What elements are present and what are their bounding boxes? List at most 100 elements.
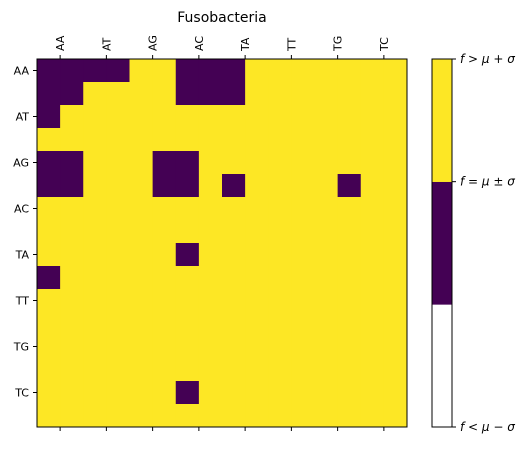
- heatmap-cell: [268, 335, 292, 359]
- heatmap-cell: [129, 197, 154, 221]
- heatmap-cell: [245, 312, 269, 336]
- heatmap-cell: [106, 289, 130, 313]
- heatmap-cell: [314, 105, 339, 129]
- heatmap-cell: [360, 289, 385, 313]
- heatmap-cell: [314, 220, 339, 244]
- x-tick-label: TA: [239, 37, 252, 52]
- heatmap-cell: [60, 174, 84, 198]
- heatmap-cell: [383, 358, 408, 382]
- heatmap-cell: [198, 381, 223, 405]
- heatmap-cell: [360, 220, 385, 244]
- heatmap-cell: [83, 404, 107, 428]
- heatmap-cell: [152, 266, 177, 290]
- heatmap-cell: [37, 381, 61, 405]
- heatmap-cell: [337, 105, 362, 129]
- heatmap-cell: [314, 358, 339, 382]
- heatmap-cell: [268, 82, 292, 106]
- colorbar-frame: [431, 58, 453, 428]
- heatmap-cell: [222, 358, 246, 382]
- heatmap-cell: [60, 312, 84, 336]
- heatmap-cell: [291, 358, 315, 382]
- heatmap-cell: [245, 197, 269, 221]
- heatmap-cell: [129, 151, 154, 175]
- heatmap-cell: [37, 105, 61, 129]
- heatmap-cell: [383, 266, 408, 290]
- heatmap-cell: [337, 151, 362, 175]
- heatmap-cell: [314, 312, 339, 336]
- y-tick-label: AG: [13, 157, 29, 170]
- y-axis: AA AT AG AC TA TT TG TC: [13, 65, 37, 400]
- heatmap-cell: [106, 358, 130, 382]
- heatmap-cell: [83, 243, 107, 267]
- heatmap-cell: [360, 151, 385, 175]
- heatmap-cell: [245, 128, 269, 152]
- heatmap-cell: [222, 151, 246, 175]
- heatmap-cell: [291, 220, 315, 244]
- heatmap-cell: [106, 266, 130, 290]
- heatmap-cell: [37, 404, 61, 428]
- heatmap-cell: [198, 358, 223, 382]
- heatmap-cell: [268, 404, 292, 428]
- heatmap-cell: [152, 381, 177, 405]
- heatmap-cell: [383, 243, 408, 267]
- heatmap-cell: [360, 82, 385, 106]
- heatmap-cell: [222, 197, 246, 221]
- heatmap-cell: [129, 312, 154, 336]
- y-tick-label: AA: [14, 65, 30, 78]
- plot-frame: [36, 58, 408, 428]
- heatmap-cell: [129, 128, 154, 152]
- heatmap-cell: [152, 404, 177, 428]
- heatmap-cell: [337, 128, 362, 152]
- heatmap-cell: [222, 243, 246, 267]
- heatmap-cell: [37, 243, 61, 267]
- heatmap-cell: [245, 289, 269, 313]
- heatmap-cell: [198, 105, 223, 129]
- heatmap-cell: [268, 358, 292, 382]
- heatmap-cell: [175, 289, 200, 313]
- heatmap-cell: [129, 59, 154, 83]
- heatmap-cell: [198, 59, 223, 83]
- heatmap-cell: [129, 335, 154, 359]
- heatmap-cell: [83, 197, 107, 221]
- x-tick-label: TT: [285, 37, 298, 52]
- heatmap-cell: [268, 266, 292, 290]
- heatmap-cell: [37, 174, 61, 198]
- heatmap-cell: [337, 266, 362, 290]
- heatmap-cell: [337, 174, 362, 198]
- heatmap-cell: [360, 174, 385, 198]
- heatmap-cell: [175, 174, 200, 198]
- heatmap-cell: [106, 381, 130, 405]
- heatmap-cell: [152, 312, 177, 336]
- colorbar-segment: [432, 181, 452, 305]
- heatmap-cell: [383, 197, 408, 221]
- heatmap-cell: [383, 151, 408, 175]
- heatmap-cell: [245, 174, 269, 198]
- colorbar-segment: [432, 304, 452, 428]
- heatmap-cell: [37, 289, 61, 313]
- heatmap-cell: [383, 289, 408, 313]
- heatmap-cell: [175, 404, 200, 428]
- heatmap-cell: [222, 128, 246, 152]
- heatmap-cell: [37, 59, 61, 83]
- heatmap-cell: [37, 266, 61, 290]
- heatmap-cell: [37, 197, 61, 221]
- heatmap-cell: [83, 151, 107, 175]
- heatmap-cell: [268, 243, 292, 267]
- heatmap-cell: [268, 381, 292, 405]
- heatmap-cell: [198, 151, 223, 175]
- heatmap-cells: [37, 59, 408, 428]
- heatmap-cell: [268, 59, 292, 83]
- heatmap-cell: [60, 243, 84, 267]
- heatmap-cell: [222, 220, 246, 244]
- heatmap-cell: [198, 266, 223, 290]
- heatmap-cell: [314, 82, 339, 106]
- heatmap-cell: [37, 335, 61, 359]
- x-axis: AA AT AG AC TA TT TG TC: [54, 35, 391, 431]
- heatmap-cell: [360, 59, 385, 83]
- heatmap-cell: [383, 404, 408, 428]
- heatmap-cell: [383, 82, 408, 106]
- heatmap-cell: [60, 151, 84, 175]
- heatmap-cell: [106, 335, 130, 359]
- heatmap-cell: [129, 243, 154, 267]
- heatmap-cell: [83, 220, 107, 244]
